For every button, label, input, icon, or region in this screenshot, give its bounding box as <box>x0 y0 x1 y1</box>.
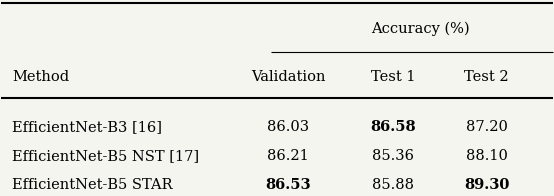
Text: 86.03: 86.03 <box>267 120 309 134</box>
Text: 85.36: 85.36 <box>372 149 414 163</box>
Text: Accuracy (%): Accuracy (%) <box>371 21 470 36</box>
Text: Test 1: Test 1 <box>371 70 415 84</box>
Text: EfficientNet-B5 NST [17]: EfficientNet-B5 NST [17] <box>12 149 199 163</box>
Text: EfficientNet-B5 STAR: EfficientNet-B5 STAR <box>12 178 173 192</box>
Text: 86.21: 86.21 <box>267 149 309 163</box>
Text: 89.30: 89.30 <box>464 178 509 192</box>
Text: 87.20: 87.20 <box>465 120 507 134</box>
Text: 86.53: 86.53 <box>265 178 311 192</box>
Text: 88.10: 88.10 <box>465 149 507 163</box>
Text: Validation: Validation <box>251 70 325 84</box>
Text: Method: Method <box>12 70 70 84</box>
Text: 86.58: 86.58 <box>370 120 416 134</box>
Text: 85.88: 85.88 <box>372 178 414 192</box>
Text: Test 2: Test 2 <box>464 70 509 84</box>
Text: EfficientNet-B3 [16]: EfficientNet-B3 [16] <box>12 120 162 134</box>
